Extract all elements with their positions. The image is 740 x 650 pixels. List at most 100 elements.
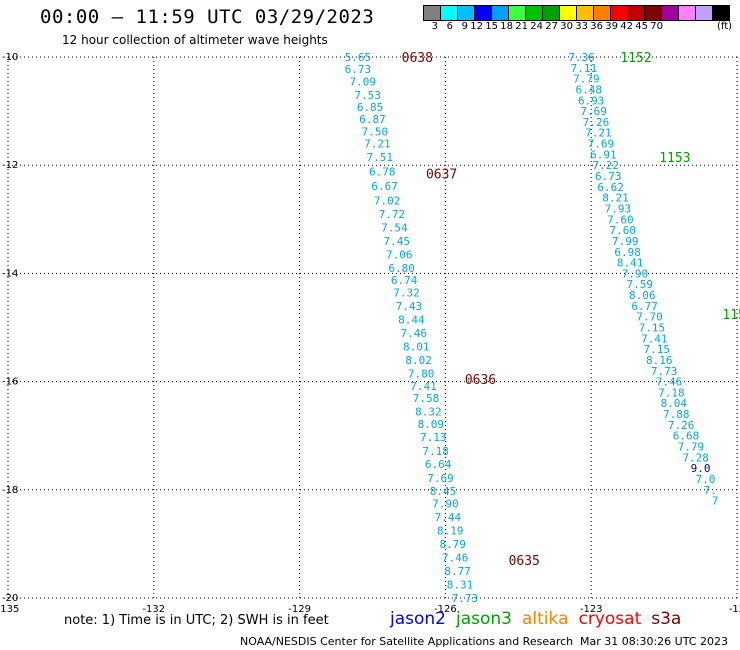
wave-height-value: 7.99 bbox=[612, 235, 639, 248]
wave-height-value: 7.51 bbox=[367, 151, 394, 164]
x-tick-label: -135 bbox=[0, 604, 19, 615]
wave-height-value: 8.21 bbox=[602, 192, 629, 205]
wave-height-value: 8.19 bbox=[437, 524, 464, 537]
colorbar-label: 12 bbox=[470, 21, 483, 32]
wave-height-value: 7.26 bbox=[668, 419, 695, 432]
wave-height-value: 7.79 bbox=[573, 73, 600, 86]
wave-height-value: 8.01 bbox=[403, 340, 430, 353]
colorbar-label: 6 bbox=[446, 21, 453, 32]
colorbar-label: 9 bbox=[461, 21, 468, 32]
pass-time-label: 1154 bbox=[722, 308, 740, 323]
wave-height-value: 8.41 bbox=[617, 257, 644, 270]
y-tick-label: -18 bbox=[2, 485, 18, 496]
colorbar-unit: (ft) bbox=[717, 21, 733, 32]
footer-timestamp: Mar 31 08:30:26 UTC 2023 bbox=[580, 635, 728, 648]
wave-height-value: 7.0 bbox=[695, 473, 715, 486]
colorbar-label: 33 bbox=[575, 21, 588, 32]
legend-item-altika: altika bbox=[522, 609, 569, 629]
colorbar-label: 15 bbox=[485, 21, 498, 32]
wave-height-value: 7.60 bbox=[610, 224, 637, 237]
wave-height-value: 6.78 bbox=[369, 166, 396, 179]
wave-height-value: 7.41 bbox=[641, 332, 668, 345]
wave-height-value: 8.02 bbox=[405, 354, 432, 367]
footer-note: note: 1) Time is in UTC; 2) SWH is in fe… bbox=[64, 613, 329, 628]
wave-height-value: 7.60 bbox=[607, 213, 634, 226]
wave-height-value: 7.15 bbox=[644, 343, 671, 356]
wave-height-value: 8.31 bbox=[447, 578, 474, 591]
wave-height-value: 6.77 bbox=[631, 300, 658, 313]
wave-height-value: 8.09 bbox=[418, 418, 445, 431]
wave-height-value: 7.58 bbox=[413, 392, 440, 405]
wave-height-value: 7.93 bbox=[605, 202, 632, 215]
legend-item-s3a: s3a bbox=[651, 609, 682, 629]
wave-height-value: 8.16 bbox=[646, 354, 673, 367]
wave-height-value: 7.46 bbox=[401, 327, 428, 340]
wave-height-value: 8.77 bbox=[444, 565, 471, 578]
wave-height-value: 7.53 bbox=[354, 89, 381, 102]
wave-height-value: 7.69 bbox=[427, 472, 454, 485]
wave-height-value: 7.59 bbox=[627, 278, 654, 291]
wave-height-value: 6.73 bbox=[345, 63, 372, 76]
legend-item-jason2: jason2 bbox=[390, 609, 446, 629]
wave-height-value: 7.18 bbox=[422, 445, 449, 458]
wave-height-value: 7.88 bbox=[663, 408, 690, 421]
y-tick-label: -12 bbox=[2, 160, 18, 171]
x-tick-label: -123 bbox=[580, 604, 603, 615]
wave-height-value: 6.91 bbox=[590, 148, 617, 161]
colorbar-label: 70 bbox=[650, 21, 663, 32]
wave-height-value: 7.13 bbox=[420, 431, 447, 444]
wave-height-value: 8.32 bbox=[415, 405, 442, 418]
colorbar-label: 18 bbox=[500, 21, 513, 32]
colorbar-label: 21 bbox=[515, 21, 528, 32]
y-tick-label: -20 bbox=[2, 593, 18, 604]
wave-height-value: 7.22 bbox=[593, 159, 620, 172]
wave-height-value: 7.06 bbox=[386, 248, 413, 261]
wave-height-value: 8.44 bbox=[398, 313, 425, 326]
wave-height-value: 7.21 bbox=[364, 138, 391, 151]
wave-height-value: 8.06 bbox=[629, 289, 656, 302]
wave-height-value: 7.69 bbox=[580, 105, 607, 118]
wave-height-value: 7.15 bbox=[639, 322, 666, 335]
wave-height-value: 7.50 bbox=[362, 126, 389, 139]
wave-height-value: 7.36 bbox=[568, 51, 595, 64]
wave-height-value: 7.72 bbox=[379, 208, 406, 221]
y-tick-label: -16 bbox=[2, 377, 18, 388]
pass-time-label: 0635 bbox=[509, 554, 540, 569]
wave-height-value: 6.64 bbox=[425, 458, 452, 471]
wave-height-value: 7.43 bbox=[396, 300, 423, 313]
colorbar-label: 27 bbox=[545, 21, 558, 32]
x-tick-label: -129 bbox=[288, 604, 311, 615]
pass-time-label: 0637 bbox=[426, 167, 457, 182]
pass-time-label: 1152 bbox=[620, 51, 651, 66]
y-tick-label: -14 bbox=[2, 268, 18, 279]
wave-height-value: 7.45 bbox=[384, 235, 411, 248]
colorbar-label: 42 bbox=[620, 21, 633, 32]
wave-height-value: 7.73 bbox=[651, 365, 678, 378]
chart-title: 00:00 – 11:59 UTC 03/29/2023 bbox=[40, 6, 375, 28]
wave-height-value: 6.98 bbox=[614, 246, 641, 259]
pass-time-label: 0636 bbox=[465, 373, 496, 388]
y-tick-label: -10 bbox=[2, 52, 18, 63]
wave-height-value: 7.90 bbox=[622, 267, 649, 280]
wave-height-value: 6.87 bbox=[359, 113, 386, 126]
wave-height-value: 7 bbox=[712, 495, 719, 508]
wave-height-value: 7.41 bbox=[410, 380, 437, 393]
colorbar bbox=[423, 5, 730, 21]
wave-height-value: 7.79 bbox=[678, 441, 705, 454]
wave-height-value: 7.44 bbox=[435, 511, 462, 524]
wave-height-value: 6.74 bbox=[391, 274, 418, 287]
colorbar-swatch bbox=[712, 5, 730, 21]
wave-height-value: 6.62 bbox=[597, 181, 624, 194]
colorbar-labels: 3 6 9 12 15 18 21 24 27 30 33 36 39 42 45 70 bbox=[423, 21, 663, 32]
wave-height-value: 7.18 bbox=[658, 386, 685, 399]
wave-height-value: 7. bbox=[704, 484, 717, 497]
x-tick-label: -132 bbox=[142, 604, 165, 615]
wave-height-value: 7.90 bbox=[432, 497, 459, 510]
footer-credit: NOAA/NESDIS Center for Satellite Applica… bbox=[240, 635, 574, 648]
wave-height-value: 6.80 bbox=[388, 262, 415, 275]
wave-height-value: 5.65 bbox=[345, 51, 372, 64]
wave-height-value: 6.48 bbox=[576, 83, 603, 96]
wave-height-value: 7.02 bbox=[374, 194, 401, 207]
wave-height-value: 7.80 bbox=[408, 367, 435, 380]
wave-height-value: 7.54 bbox=[381, 221, 408, 234]
